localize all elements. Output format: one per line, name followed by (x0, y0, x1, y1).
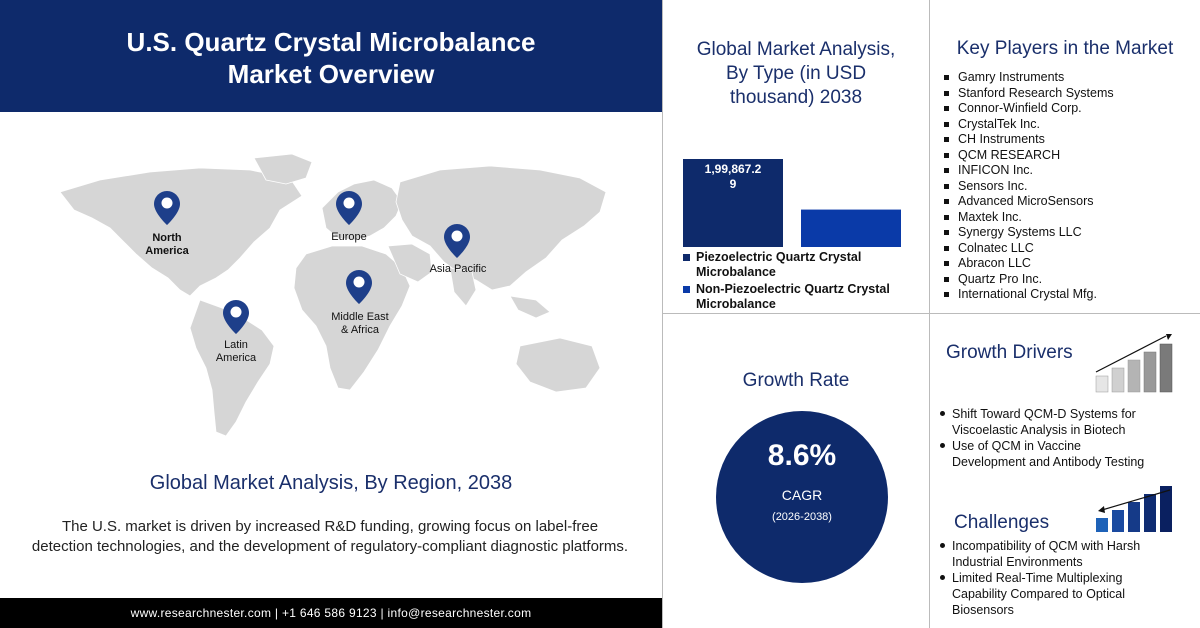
region-label-latin-america: Latin America (215, 339, 257, 364)
list-item: Gamry Instruments (944, 70, 1114, 86)
list-item: Stanford Research Systems (944, 86, 1114, 102)
region-panel: U.S. Quartz Crystal Microbalance Market … (0, 0, 662, 628)
europe-pin-icon (336, 191, 362, 225)
cagr-circle: 8.6% CAGR (2026-2038) (716, 411, 888, 583)
legend-swatch (683, 254, 690, 261)
bar-data-label-cont: 9 (730, 177, 737, 191)
list-item: Colnatec LLC (944, 241, 1114, 257)
challenges-list: Incompatibility of QCM with Harsh Industr… (940, 538, 1195, 618)
legend-swatch (683, 286, 690, 293)
key-players-list: Gamry Instruments Stanford Research Syst… (944, 70, 1114, 303)
world-map (59, 153, 607, 437)
list-item: Abracon LLC (944, 256, 1114, 272)
list-item: Quartz Pro Inc. (944, 272, 1114, 288)
list-item: Incompatibility of QCM with Harsh Industr… (940, 538, 1195, 570)
key-players-panel: Key Players in the Market Gamry Instrume… (930, 0, 1200, 313)
legend-item-piezoelectric: Piezoelectric Quartz Crystal Microbalance (683, 250, 923, 280)
region-analysis-title: Global Market Analysis, By Region, 2038 (149, 472, 513, 494)
list-item: Sensors Inc. (944, 179, 1114, 195)
region-label-north-america: North America (145, 232, 189, 257)
title-line-1: U.S. Quartz Crystal Microbalance (126, 27, 536, 57)
africa-shape (293, 245, 411, 391)
legend-item-non-piezoelectric: Non-Piezoelectric Quartz Crystal Microbal… (683, 282, 923, 312)
list-item: QCM RESEARCH (944, 148, 1114, 164)
list-item: International Crystal Mfg. (944, 287, 1114, 303)
list-item: CrystalTek Inc. (944, 117, 1114, 133)
list-item: Advanced MicroSensors (944, 194, 1114, 210)
key-players-title: Key Players in the Market (956, 38, 1174, 59)
southeast-asia-shape (509, 295, 551, 319)
legend-label: Non-Piezoelectric Quartz Crystal Microbal… (696, 282, 890, 311)
legend-label: Piezoelectric Quartz Crystal Microbalance (696, 250, 862, 279)
list-item: Limited Real-Time Multiplexing Capability… (940, 570, 1195, 618)
growth-drivers-list: Shift Toward QCM-D Systems for Viscoelast… (940, 406, 1195, 470)
chart-legend: Piezoelectric Quartz Crystal Microbalance… (683, 250, 923, 314)
growth-rate-title: Growth Rate (742, 370, 850, 391)
decline-bar-chart-icon (1096, 486, 1172, 532)
list-item: INFICON Inc. (944, 163, 1114, 179)
list-item: CH Instruments (944, 132, 1114, 148)
list-item: Synergy Systems LLC (944, 225, 1114, 241)
asia-shape (395, 165, 607, 291)
middle-east-shape (387, 243, 433, 283)
type-chart-panel: Global Market Analysis, By Type (in USD … (663, 0, 929, 313)
title-line-2: Market Overview (227, 59, 435, 89)
list-item: Shift Toward QCM-D Systems for Viscoelast… (940, 406, 1195, 438)
bar-non-piezoelectric (801, 209, 901, 247)
growth-drivers-title: Growth Drivers (946, 342, 1073, 363)
cagr-value: 8.6% (767, 439, 837, 472)
latin-america-pin-icon (223, 300, 249, 334)
region-label-europe: Europe (331, 231, 367, 243)
region-description: The U.S. market is driven by increased R… (31, 518, 629, 555)
type-bar-chart: 1,99,867.29 (683, 159, 901, 247)
drivers-challenges-panel: Growth Drivers Shift Toward QCM-D System… (930, 314, 1200, 628)
bar-data-label: 1,99,867.2 (705, 162, 762, 176)
latin-america-shape (189, 299, 275, 437)
divider-vertical-2 (929, 0, 930, 628)
bar-piezoelectric (683, 159, 783, 247)
list-item: Use of QCM in Vaccine Development and Ant… (940, 438, 1195, 470)
chart-title: Global Market Analysis, By Type (in USD … (696, 39, 896, 108)
growth-bar-chart-icon (1095, 334, 1173, 393)
list-item: Connor-Winfield Corp. (944, 101, 1114, 117)
divider-vertical-1 (662, 0, 663, 628)
list-item: Maxtek Inc. (944, 210, 1114, 226)
divider-horizontal (663, 313, 1200, 314)
greenland-shape (253, 153, 313, 185)
north-america-pin-icon (154, 191, 180, 225)
cagr-label: CAGR (781, 487, 823, 503)
page-title: U.S. Quartz Crystal Microbalance Market … (0, 0, 662, 112)
north-america-shape (59, 167, 303, 297)
india-shape (449, 267, 477, 307)
cagr-period: (2026-2038) (772, 511, 832, 523)
region-label-middle-east-africa: Middle East & Africa (331, 311, 389, 336)
challenges-title: Challenges (954, 512, 1050, 533)
region-label-asia-pacific: Asia Pacific (429, 263, 487, 275)
middle-east-africa-pin-icon (346, 270, 372, 304)
australia-shape (515, 337, 601, 393)
growth-rate-panel: Growth Rate 8.6% CAGR (2026-2038) (663, 314, 929, 628)
asia-pacific-pin-icon (444, 224, 470, 258)
contact-footer: www.researchnester.com | +1 646 586 9123… (0, 598, 662, 628)
